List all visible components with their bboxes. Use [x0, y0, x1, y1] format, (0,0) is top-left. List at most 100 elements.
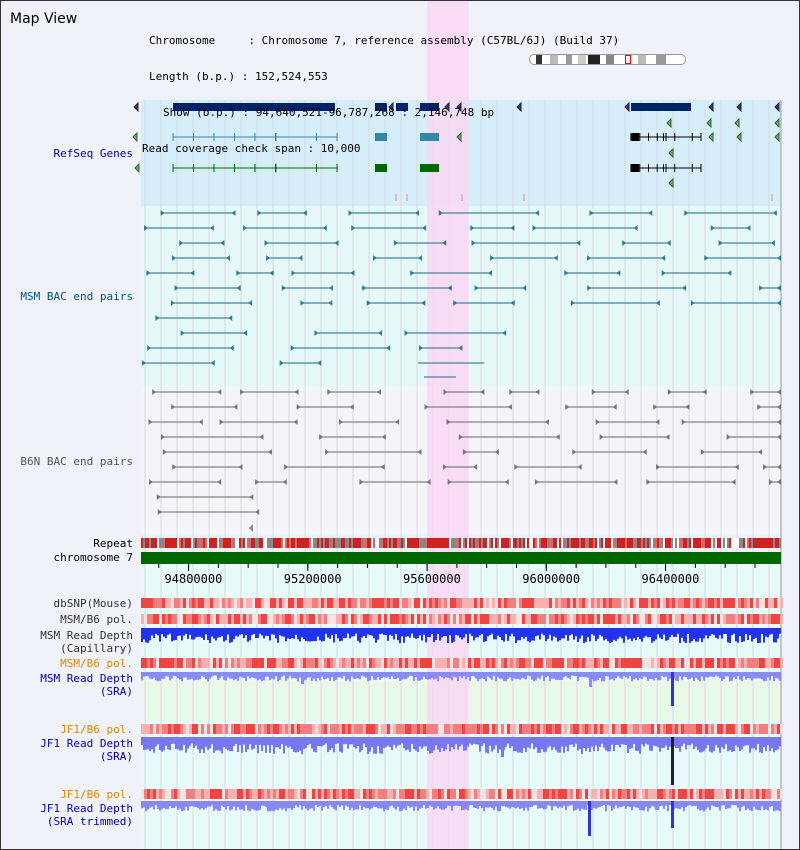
msm-depth-sra-bar [333, 672, 335, 682]
msm-depth-sra-bar [713, 672, 715, 678]
msm-depth-cap-bar [659, 628, 661, 638]
msm-depth-sra-bar [685, 672, 687, 678]
b6n-bac-track-label[interactable]: B6N BAC end pairs [20, 455, 133, 468]
repeat-segment [263, 538, 265, 548]
jf1-depth-trim-bar [389, 801, 391, 807]
jf1-depth-sra-bar [365, 737, 367, 748]
dbsnp-cell [708, 598, 711, 608]
jf1-pol2-cell [276, 789, 279, 799]
msm-pol2-cell [489, 658, 492, 668]
jf1-pol-cell [561, 724, 564, 734]
msm-depth-sra-bar [747, 672, 749, 679]
repeat-segment [261, 538, 263, 548]
msm-depth-cap-bar [617, 628, 619, 639]
dbsnp-cell [561, 598, 564, 608]
repeat-segment [539, 538, 541, 548]
msm-depth-cap-bar [315, 628, 317, 641]
jf1-depth-sra-bar [569, 737, 571, 745]
jf1-pol-cell [252, 724, 255, 734]
jf1-pol-cell [639, 724, 642, 734]
msm-pol-cell [261, 614, 264, 624]
jf1-pol2-cell [510, 789, 513, 799]
msm-depth-sra-bar [509, 672, 511, 678]
jf1-pol2-cell [396, 789, 399, 799]
jf1-pol2-cell [501, 789, 504, 799]
msm-depth-sra-bar [585, 672, 587, 678]
repeat-segment [605, 538, 607, 548]
msm-depth-sra-bar [345, 672, 347, 682]
msm-pol-cell [285, 614, 288, 624]
msm-depth-cap-bar [607, 628, 609, 642]
msm-pol-cell [714, 614, 717, 624]
repeat-segment [489, 538, 491, 548]
jf1-pol-cell [309, 724, 312, 734]
jf1-pol2-cell [219, 789, 222, 799]
msm-bac-pair-end [171, 255, 176, 261]
jf1-pol2-cell [513, 789, 516, 799]
b6n-bac-pair-end [726, 434, 731, 440]
msm-bac-pair-end [490, 255, 495, 261]
dbsnp-cell [630, 598, 633, 608]
jf1-depth-trim-bar [203, 801, 205, 810]
b6n-bac-pair-end [565, 404, 570, 410]
msm-pol2-cell [588, 658, 591, 668]
jf1-pol2-cell [384, 789, 387, 799]
msm-pol-cell [441, 614, 444, 624]
jf1-pol2-cell [705, 789, 708, 799]
jf1-pol-cell [600, 724, 603, 734]
jf1-depth-sra-bar [151, 737, 153, 750]
chromosome-ideogram[interactable] [529, 54, 686, 65]
repeat-segment [431, 538, 433, 548]
msm-depth-sra-bar [733, 672, 735, 678]
msm-pol2-cell [309, 658, 312, 668]
msm-pol-cell [156, 614, 159, 624]
jf1-depth-sra-bar [779, 737, 781, 747]
msm-depth-cap-bar [157, 628, 159, 636]
msm-pol2-cell [159, 658, 162, 668]
msm-depth-cap-bar [713, 628, 715, 635]
b6n-bac-pair-end [349, 404, 354, 410]
jf1-depth-trim-bar [485, 801, 487, 808]
repeat-segment [227, 538, 229, 548]
jf1-depth-trim-bar [567, 801, 569, 807]
b6n-bac-pair-end [426, 479, 431, 485]
msm-depth-cap-bar [273, 628, 275, 635]
dbsnp-cell [408, 598, 411, 608]
jf1-pol2-cell [378, 789, 381, 799]
msm-bac-pair-end [372, 255, 377, 261]
msm-depth-sra-bar-spike [301, 672, 304, 684]
msm-depth-sra-bar [721, 672, 723, 681]
repeat-segment [419, 538, 421, 548]
msm-depth-cap-bar [575, 628, 577, 637]
msm-depth-cap-bar [409, 628, 411, 638]
msm-pol-cell [591, 614, 594, 624]
jf1-depth-trim-bar [311, 801, 313, 809]
jf1-depth-trim-bar [685, 801, 687, 808]
b6n-bac-pair-end [284, 464, 289, 470]
jf1-pol2-cell [264, 789, 267, 799]
jf1-depth-sra-bar [187, 737, 189, 749]
repeat-segment [323, 538, 325, 548]
repeat-segment [401, 538, 403, 548]
msm-pol2-cell [339, 658, 342, 668]
msm-depth-sra-bar [199, 672, 201, 680]
jf1-pol-cell [762, 724, 765, 734]
msm-pol-cell [639, 614, 642, 624]
jf1-depth-trim-bar [465, 801, 467, 810]
repeat-segment [557, 538, 559, 548]
msm-bac-pair-end [681, 285, 686, 291]
msm-pol-cell [684, 614, 687, 624]
jf1-pol2-cell [627, 789, 630, 799]
jf1-pol-cell [177, 724, 180, 734]
msm-pol2-cell [285, 658, 288, 668]
jf1-depth-trim-bar [521, 801, 523, 809]
b6n-bac-pair-end [624, 389, 629, 395]
msm-bac-track-label[interactable]: MSM BAC end pairs [20, 290, 133, 303]
jf1-depth-trim-bar [659, 801, 661, 807]
jf1-depth-sra-bar [507, 737, 509, 744]
gene-exon [375, 133, 387, 141]
jf1-depth-trim-bar [623, 801, 625, 806]
msm-depth-cap-bar [481, 628, 483, 634]
refseq-track-label[interactable]: RefSeq Genes [53, 147, 133, 160]
repeat-segment [613, 538, 615, 548]
